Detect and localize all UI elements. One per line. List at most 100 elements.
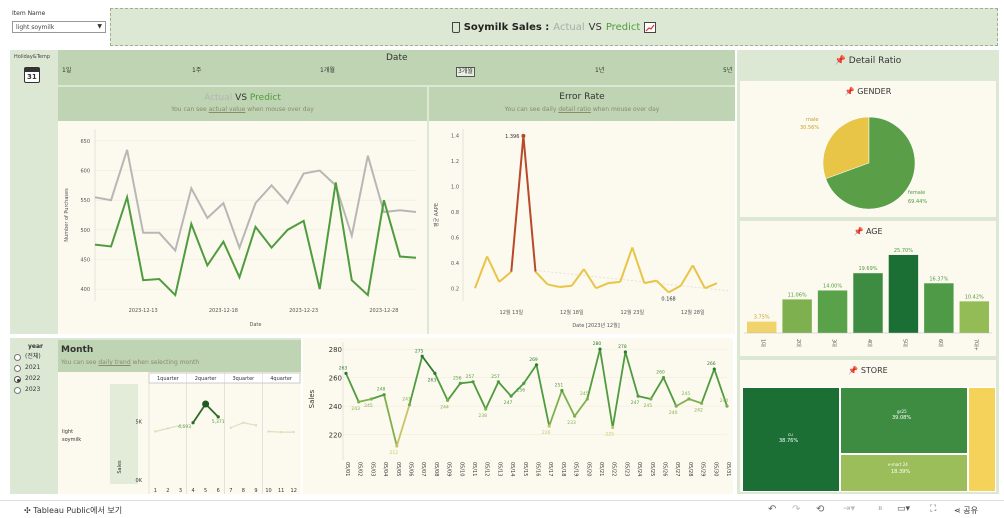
daily-segment bbox=[472, 381, 487, 410]
year-option-all[interactable]: (전체) bbox=[14, 353, 58, 362]
pie-slice bbox=[825, 116, 916, 210]
footer-bar: ✣ Tableau Public에서 보기 ↶ ↷ ⟲ ⇥▾ ⏸ ▭▾ ⛶ ⋖ … bbox=[0, 500, 1004, 518]
er-segment bbox=[498, 270, 512, 283]
daily-segment bbox=[421, 355, 436, 374]
daily-segment bbox=[434, 372, 449, 401]
daily-segment bbox=[523, 364, 538, 384]
daily-point bbox=[522, 381, 526, 385]
cup-icon bbox=[451, 21, 460, 33]
title-actual: Actual bbox=[553, 21, 585, 33]
er-y-tick: 0.8 bbox=[451, 210, 459, 216]
daily-value-label: 238 bbox=[478, 413, 487, 419]
undo-icon[interactable]: ↶ bbox=[768, 504, 777, 515]
date-tick-1y[interactable]: 1년 bbox=[595, 67, 605, 74]
date-tick-3m[interactable]: 3개월 bbox=[456, 67, 475, 77]
daily-point bbox=[649, 397, 653, 401]
pause-icon[interactable]: ⏸ bbox=[878, 504, 883, 514]
store-title: STORE bbox=[860, 366, 888, 375]
daily-point bbox=[598, 347, 602, 351]
store-gs-block[interactable]: gs25 39.08% bbox=[840, 387, 968, 454]
daily-point bbox=[420, 354, 424, 358]
er-max-label: 1.396 bbox=[505, 134, 519, 140]
revert-icon[interactable]: ⟲ bbox=[816, 504, 825, 515]
fullscreen-icon[interactable]: ⛶ bbox=[930, 504, 937, 514]
redo-icon[interactable]: ↷ bbox=[792, 504, 801, 515]
daily-x-tick: 05/28 bbox=[687, 462, 693, 476]
pin-icon: 📌 bbox=[853, 227, 864, 236]
date-tick-1w[interactable]: 1주 bbox=[192, 67, 202, 74]
daily-segment bbox=[573, 398, 589, 417]
share-button[interactable]: ⋖ 공유 bbox=[954, 505, 978, 516]
age-title: AGE bbox=[865, 227, 883, 236]
er-segment bbox=[583, 268, 597, 289]
er-max-point bbox=[521, 133, 526, 138]
daily-x-tick: 05/20 bbox=[585, 462, 591, 476]
month-x-tick: 2 bbox=[166, 488, 169, 494]
store-other-block[interactable] bbox=[968, 387, 996, 492]
pie-slice bbox=[822, 116, 870, 180]
month-x-tick: 6 bbox=[217, 488, 220, 494]
month-y-tick: 5K bbox=[136, 420, 143, 426]
er-segment bbox=[474, 256, 489, 289]
actual-vs-predict-panel: Actual VS Predict You can see actual val… bbox=[58, 87, 427, 334]
daily-segment bbox=[586, 348, 601, 400]
daily-value-label: 247 bbox=[631, 400, 640, 406]
tableau-public-link[interactable]: ✣ Tableau Public에서 보기 bbox=[24, 505, 122, 517]
gender-title: GENDER bbox=[857, 87, 892, 96]
year-option-label: 2022 bbox=[25, 375, 41, 382]
item-filter-value: light soymilk bbox=[16, 24, 55, 31]
daily-value-label: 245 bbox=[644, 403, 653, 409]
daily-point bbox=[471, 380, 475, 384]
daily-value-label: 275 bbox=[415, 348, 424, 354]
daily-value-label: 257 bbox=[491, 374, 500, 380]
daily-point bbox=[636, 394, 640, 398]
er-segment bbox=[644, 279, 657, 285]
daily-segment bbox=[688, 398, 702, 405]
date-tick-1m[interactable]: 1개월 bbox=[320, 67, 335, 74]
year-option-2021[interactable]: 2021 bbox=[14, 364, 58, 373]
month-subtitle-pre: You can see bbox=[61, 359, 97, 366]
daily-segment bbox=[371, 393, 385, 400]
date-slider: Date 1일 1주 1개월 3개월 1년 5년 bbox=[58, 50, 735, 85]
er-y-tick: 0.2 bbox=[451, 286, 459, 292]
month-subtitle-post: when selecting month bbox=[132, 359, 200, 366]
year-option-2022[interactable]: 2022 bbox=[14, 375, 58, 384]
daily-value-label: 244 bbox=[440, 404, 449, 410]
pin-icon: 📌 bbox=[844, 87, 855, 96]
er-x-tick: 12월 28일 bbox=[681, 309, 705, 316]
item-filter-dropdown[interactable]: light soymilk ▼ bbox=[12, 21, 106, 33]
age-bar bbox=[959, 301, 989, 333]
er-segment bbox=[595, 282, 609, 290]
daily-point bbox=[623, 350, 627, 354]
daily-segment bbox=[383, 394, 398, 447]
date-tick-5y[interactable]: 5년 bbox=[723, 67, 733, 74]
month-panel: Month You can see daily trend when selec… bbox=[58, 340, 301, 494]
month-point bbox=[216, 415, 220, 419]
pin-icon: 📌 bbox=[848, 366, 859, 375]
daily-value-label: 245 bbox=[682, 391, 691, 397]
store-cu-block[interactable]: cu 38.76% bbox=[742, 387, 840, 492]
calendar-icon[interactable]: 31 bbox=[24, 67, 40, 83]
month-x-tick: 10 bbox=[265, 488, 271, 494]
age-value-label: 14.00% bbox=[823, 283, 842, 289]
month-point bbox=[229, 426, 232, 429]
store-emart-block[interactable]: e-mart 24 18.39% bbox=[840, 454, 968, 492]
daily-point bbox=[547, 424, 551, 428]
er-segment bbox=[547, 283, 560, 288]
date-tick-1d[interactable]: 1일 bbox=[62, 67, 72, 74]
month-peak-label: 5,371 bbox=[212, 419, 225, 425]
daily-segment bbox=[599, 348, 614, 428]
daily-x-tick: 05/30 bbox=[712, 462, 718, 476]
daily-segment bbox=[358, 398, 372, 403]
daily-x-tick: 05/03 bbox=[369, 462, 375, 476]
error-rate-title: Error Rate bbox=[559, 92, 605, 102]
daily-x-tick: 05/26 bbox=[662, 462, 668, 476]
year-option-2023[interactable]: 2023 bbox=[14, 386, 58, 395]
daily-x-tick: 05/14 bbox=[509, 462, 515, 476]
avp-title-actual: Actual bbox=[204, 93, 233, 103]
er-x-tick: 12월 13일 bbox=[500, 309, 524, 316]
refresh-icon[interactable]: ⇥▾ bbox=[843, 504, 856, 514]
title-vs: VS bbox=[588, 21, 602, 33]
daily-x-tick: 05/10 bbox=[458, 462, 464, 476]
device-preview-icon[interactable]: ▭▾ bbox=[897, 504, 911, 514]
